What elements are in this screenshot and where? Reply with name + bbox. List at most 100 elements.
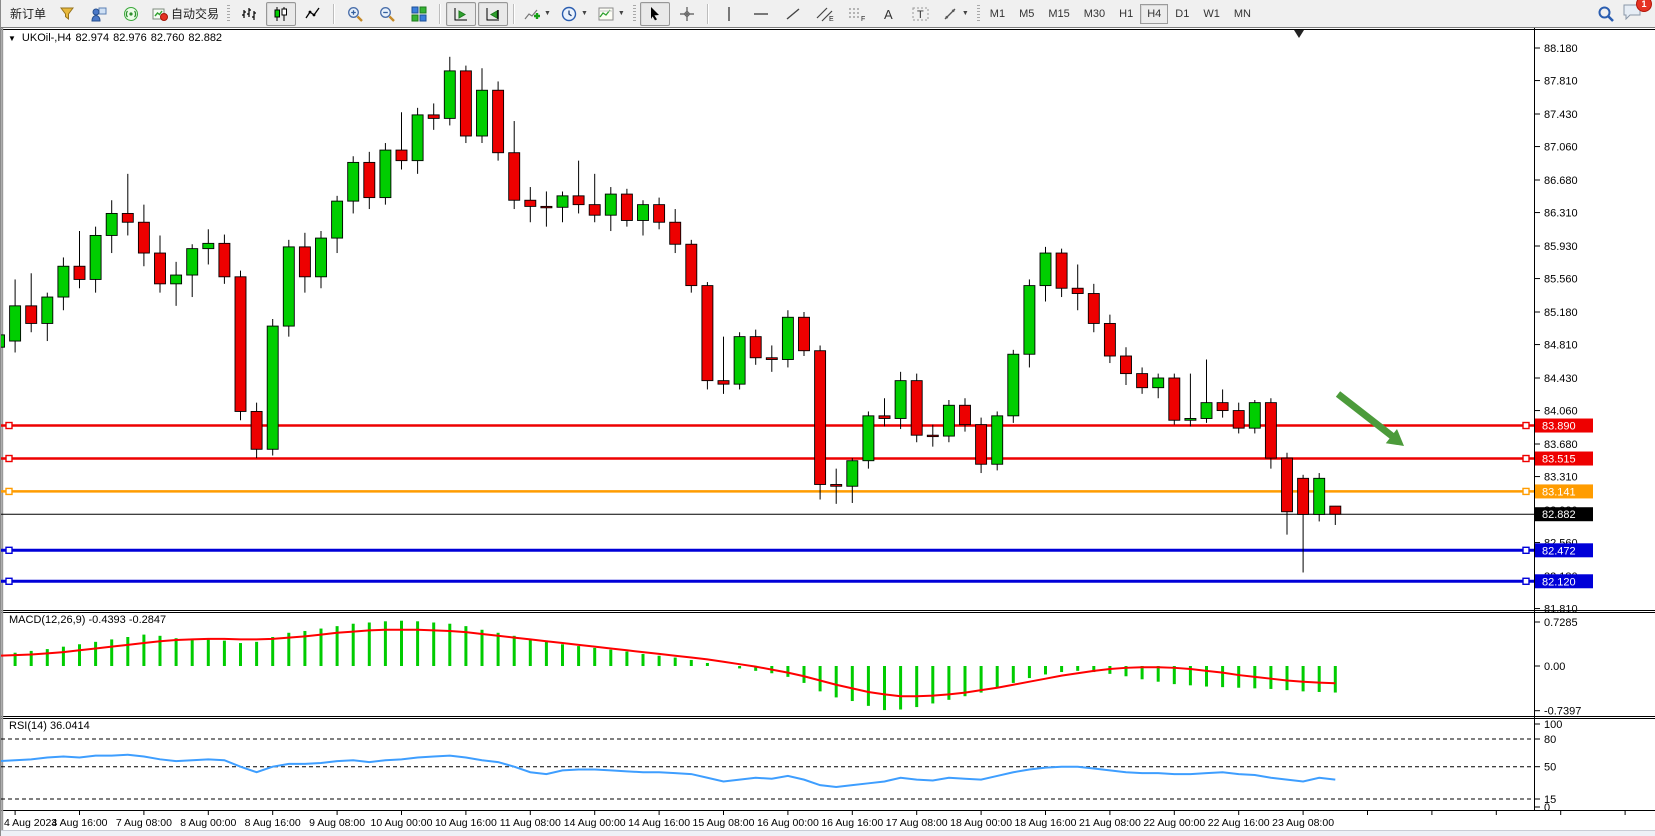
candle-body (1200, 402, 1213, 419)
candle-body (733, 336, 746, 385)
candle-body (9, 305, 22, 342)
svg-text:F: F (861, 16, 865, 22)
candle-body (1087, 293, 1100, 324)
tab-timeframe-H1[interactable]: H1 (1119, 7, 1134, 20)
hline-handle[interactable] (5, 546, 13, 555)
tab-timeframe-M15[interactable]: M15 (1048, 7, 1070, 20)
zoom-out-button[interactable] (372, 2, 402, 26)
search-icon (1598, 6, 1614, 22)
trendline-tool-button[interactable] (778, 2, 808, 26)
candle-body (170, 274, 183, 285)
chart-shift-button[interactable] (478, 1, 509, 26)
tab-timeframe-D1[interactable]: D1 (1175, 7, 1190, 20)
candle-body (250, 410, 263, 450)
crosshair-tool-button[interactable] (672, 2, 702, 26)
text-tool-button[interactable]: A (874, 2, 904, 26)
tab-timeframe-M5[interactable]: M5 (1019, 7, 1035, 20)
new-order-button[interactable]: 新订单 (6, 2, 50, 26)
macd-tick-label: -0.7397 (1544, 706, 1581, 718)
date-label: 4 Aug 16:00 (51, 817, 107, 829)
search-button[interactable] (1591, 2, 1621, 26)
hline-handle[interactable] (5, 487, 13, 496)
price-tick-label: 81.810 (1544, 604, 1578, 616)
date-label: 18 Aug 16:00 (1015, 817, 1077, 829)
macd-panel-label: MACD(12,26,9) -0.4393 -0.2847 (9, 614, 166, 626)
equidistant-channel-icon: E (816, 7, 834, 22)
rsi-panel: 100 80 50 150 (1, 719, 1562, 814)
hline-handle[interactable] (1522, 421, 1530, 430)
notifications-button[interactable]: 1 (1622, 0, 1652, 25)
chart-background (1, 28, 1655, 836)
horizontal-scrollbar[interactable] (1, 830, 1655, 836)
date-label: 11 Aug 08:00 (500, 817, 561, 829)
toolbar-grip[interactable] (227, 4, 231, 23)
tab-timeframe-MN[interactable]: MN (1233, 7, 1251, 20)
candle-body (959, 404, 971, 426)
hline-handle[interactable] (5, 577, 13, 585)
candlestick-chart-type-button[interactable] (266, 1, 297, 26)
line-chart-type-button[interactable] (298, 2, 328, 26)
text-label-tool-button[interactable]: T (906, 2, 936, 26)
price-tick-label: 85.180 (1544, 307, 1578, 319)
tab-timeframe-W1[interactable]: W1 (1203, 7, 1220, 20)
channel-tool-button[interactable]: E (810, 2, 840, 26)
zoom-in-icon (348, 6, 363, 22)
hline-handle[interactable] (1522, 487, 1530, 496)
candle-body (411, 114, 424, 162)
date-label: 18 Aug 00:00 (950, 817, 1012, 829)
indicators-button[interactable]: ▼ (520, 2, 555, 26)
svg-text:A: A (884, 7, 893, 22)
hline-handle[interactable] (1522, 546, 1530, 555)
date-label: 4 Aug 2023 (4, 817, 57, 829)
candle-body (121, 212, 134, 223)
arrow-shaft[interactable] (1335, 391, 1395, 439)
bar-chart-type-button[interactable] (234, 2, 264, 26)
toolbar-grip[interactable] (976, 4, 980, 23)
tab-timeframe-M30[interactable]: M30 (1083, 7, 1106, 20)
candle-body (798, 316, 810, 352)
annotation-arrow[interactable] (1335, 391, 1404, 446)
vertical-line-tool-button[interactable] (714, 2, 744, 26)
tab-timeframe-M1[interactable]: M1 (989, 7, 1006, 20)
price-tick-label: 88.180 (1544, 43, 1578, 55)
accounts-button[interactable] (84, 2, 114, 26)
cursor-tool-button[interactable] (639, 1, 670, 26)
badge-box (1535, 507, 1593, 522)
hline-handle[interactable] (1522, 454, 1530, 463)
hline-handle[interactable] (5, 454, 13, 463)
price-tick-label: 87.810 (1544, 76, 1578, 88)
add-indicator-icon (524, 9, 541, 19)
auto-scroll-button[interactable] (446, 1, 477, 26)
candle-body (57, 265, 70, 298)
tile-windows-button[interactable] (404, 2, 434, 26)
templates-button[interactable]: ▼ (594, 2, 629, 26)
price-tick-label: 83.310 (1544, 472, 1578, 484)
rsi-tick-label: 50 (1544, 762, 1556, 774)
arrows-tool-button[interactable]: ▼ (938, 2, 973, 26)
fibonacci-tool-button[interactable]: F (842, 2, 872, 26)
arrow-head[interactable] (1385, 429, 1404, 446)
hline-handle[interactable] (1522, 577, 1530, 585)
market-watch-button[interactable] (52, 2, 82, 26)
signals-button[interactable] (116, 2, 146, 26)
macd-tick-label: 0.7285 (1544, 617, 1578, 629)
candle-body (331, 200, 344, 239)
rsi-panel-label: RSI(14) 36.0414 (9, 720, 90, 732)
horizontal-line-tool-button[interactable] (746, 2, 776, 26)
chevron-down-icon: ▼ (580, 10, 588, 17)
tab-timeframe-H4[interactable]: H4 (1140, 3, 1169, 24)
zoom-in-button[interactable] (340, 2, 370, 26)
periods-button[interactable]: ▼ (557, 2, 592, 26)
candle-body (1, 334, 5, 348)
price-tick-label: 84.060 (1544, 406, 1578, 418)
candle-body (73, 265, 86, 280)
candle-body (363, 161, 376, 199)
chevron-down-icon[interactable]: ▼ (8, 34, 16, 43)
candle-body (1184, 418, 1197, 421)
chart-canvas[interactable]: 88.180 87.810 87.430 87.060 86.680 86.310 85.9… (1, 28, 1655, 836)
auto-trading-button[interactable]: 自动交易 (148, 2, 223, 26)
hline-handle[interactable] (5, 421, 13, 430)
toolbar-grip[interactable] (632, 4, 636, 23)
